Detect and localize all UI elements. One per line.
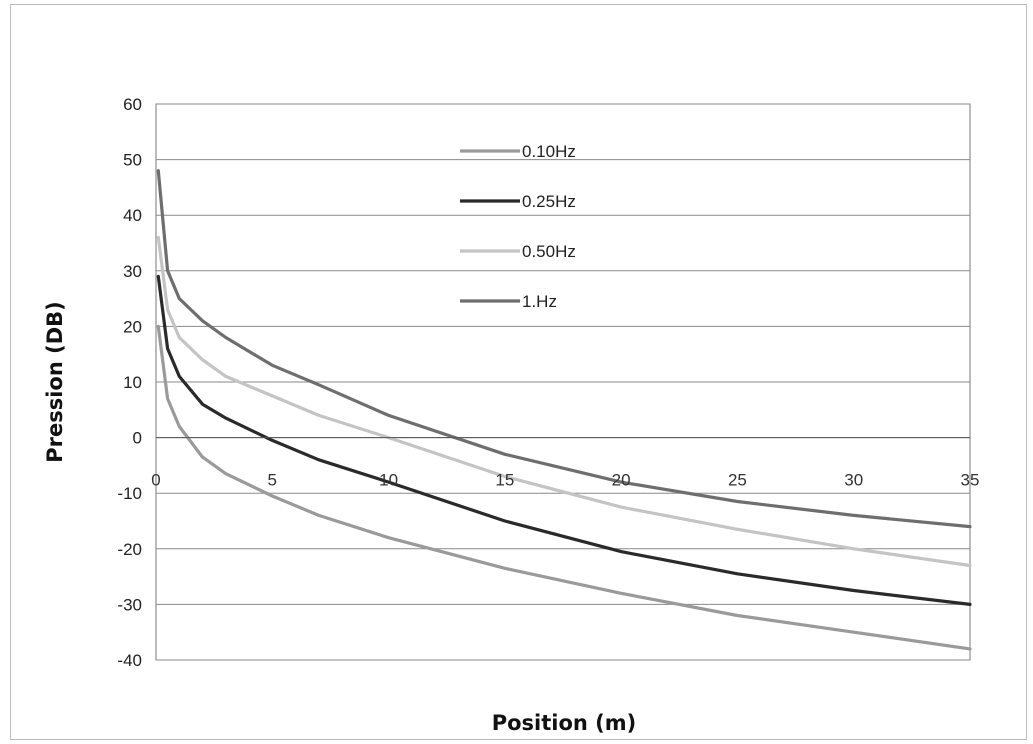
legend-label: 1.Hz — [522, 292, 557, 311]
x-tick-label: 5 — [268, 471, 277, 490]
x-axis-title: Position (m) — [492, 711, 637, 735]
legend: 0.10Hz 0.25Hz 0.50Hz 1.Hz — [460, 142, 576, 311]
gridlines — [156, 103, 970, 661]
y-tick-label: 0 — [133, 429, 142, 448]
y-axis-title: Pression (DB) — [43, 301, 67, 463]
series-lines — [156, 169, 972, 651]
y-tick-label: -40 — [117, 651, 142, 670]
x-tick-label: 0 — [151, 471, 160, 490]
x-tick-label: 35 — [961, 471, 980, 490]
x-tick-label: 20 — [612, 471, 631, 490]
y-tick-label: -10 — [117, 484, 142, 503]
y-tick-label: 20 — [123, 317, 142, 336]
series-line — [156, 324, 972, 651]
x-tick-label: 15 — [495, 471, 514, 490]
y-tick-label: 40 — [123, 206, 142, 225]
x-tick-label: 25 — [728, 471, 747, 490]
y-tick-label: 50 — [123, 151, 142, 170]
y-tick-labels: 60 50 40 30 20 10 0 -10 -20 -30 -40 — [117, 95, 142, 670]
series-line — [156, 274, 972, 606]
legend-label: 0.50Hz — [522, 242, 576, 261]
x-tick-label: 30 — [844, 471, 863, 490]
series-line — [156, 235, 972, 568]
legend-label: 0.25Hz — [522, 192, 576, 211]
x-tick-labels: 0 5 10 15 20 25 30 35 — [151, 471, 979, 490]
x-tick-label: 10 — [379, 471, 398, 490]
y-tick-label: -30 — [117, 595, 142, 614]
y-tick-label: 60 — [123, 95, 142, 114]
series-line — [156, 169, 972, 529]
y-tick-label: 30 — [123, 262, 142, 281]
y-tick-label: -20 — [117, 540, 142, 559]
y-tick-label: 10 — [123, 373, 142, 392]
legend-label: 0.10Hz — [522, 142, 576, 161]
